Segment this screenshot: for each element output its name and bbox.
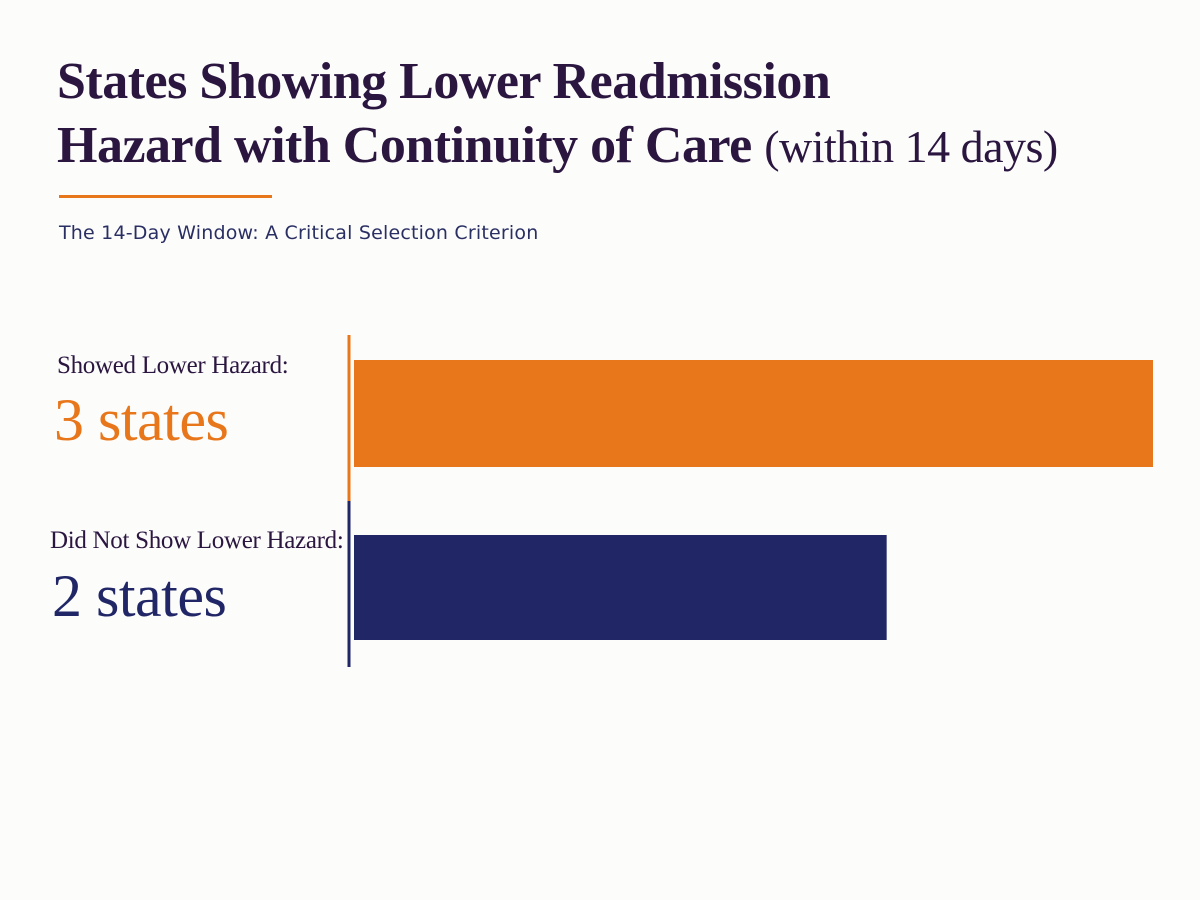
value-label-showed-lower-hazard: 3 states	[54, 387, 229, 453]
title-line-2-suffix: (within 14 days)	[764, 121, 1058, 172]
value-label-did-not-show-lower-hazard: 2 states	[52, 563, 227, 629]
bar-showed-lower-hazard	[354, 360, 1153, 467]
title-underline-accent	[59, 195, 272, 198]
chart-title: States Showing Lower Readmission Hazard …	[57, 50, 1167, 179]
category-label-did-not-show-lower-hazard: Did Not Show Lower Hazard:	[50, 527, 344, 554]
category-label-showed-lower-hazard: Showed Lower Hazard:	[57, 352, 289, 379]
title-line-2: Hazard with Continuity of Care (within 1…	[57, 114, 1167, 179]
bar-did-not-show-lower-hazard	[354, 535, 887, 640]
chart-subtitle: The 14-Day Window: A Critical Selection …	[59, 222, 539, 244]
title-line-1: States Showing Lower Readmission	[57, 53, 831, 110]
title-line-2-main: Hazard with Continuity of Care	[57, 117, 752, 174]
